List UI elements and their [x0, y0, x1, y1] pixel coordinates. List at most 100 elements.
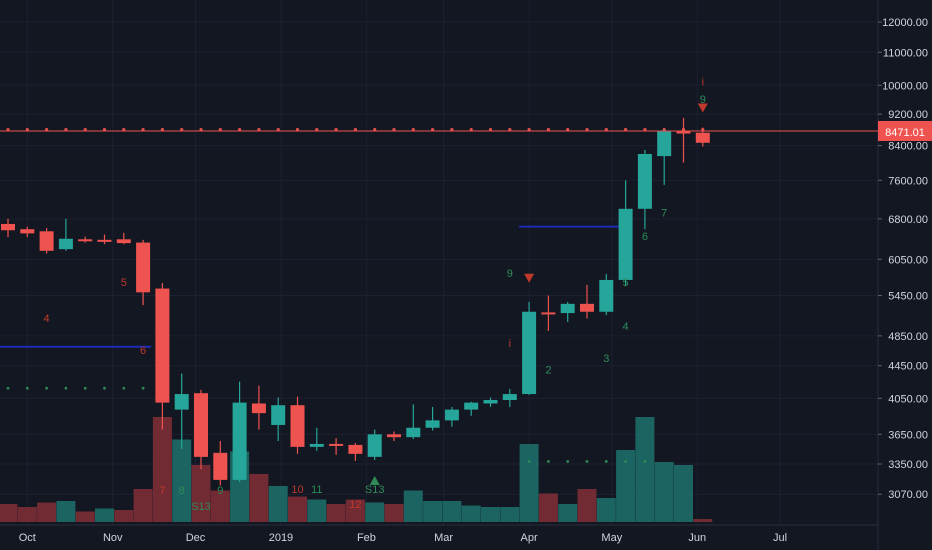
- x-tick-label: Jul: [773, 532, 787, 544]
- sequence-label: 11: [311, 484, 322, 496]
- y-tick-label: 4450.00: [888, 361, 928, 373]
- support-dot: [83, 386, 87, 390]
- resistance-dot: [160, 127, 164, 132]
- volume-bar: [75, 511, 95, 522]
- volume-bar: [461, 505, 481, 522]
- candle-body-up: [522, 311, 537, 395]
- volume-layer: [0, 417, 713, 522]
- last-price-badge: [878, 121, 932, 141]
- resistance-dot: [141, 127, 145, 132]
- volume-bar: [210, 490, 230, 522]
- sequence-label: 5: [623, 277, 629, 289]
- volume-bar: [0, 504, 18, 522]
- resistance-dot: [295, 127, 300, 132]
- x-tick-label: Nov: [103, 532, 123, 544]
- support-dot: [527, 460, 531, 463]
- candle-body-down: [329, 443, 344, 446]
- resistance-dot: [353, 127, 357, 132]
- resistance-dot: [315, 127, 319, 132]
- volume-bar: [133, 489, 153, 522]
- volume-bar: [693, 519, 713, 522]
- volume-bar: [616, 450, 636, 522]
- volume-bar: [307, 499, 327, 522]
- volume-bar: [384, 504, 404, 522]
- x-tick-label: Feb: [357, 532, 376, 544]
- sequence-label: 9: [700, 94, 706, 106]
- sequence-label: 7: [159, 485, 165, 497]
- resistance-dot: [6, 127, 10, 132]
- sequence-label: 5: [121, 277, 127, 289]
- x-tick-label: Mar: [434, 532, 453, 544]
- resistance-dot: [508, 127, 512, 132]
- volume-bar: [596, 498, 616, 522]
- volume-bar: [519, 444, 539, 522]
- resistance-dot: [624, 127, 628, 132]
- candle-body-up: [271, 405, 286, 425]
- sequence-label: i: [509, 338, 511, 350]
- volume-bar: [577, 489, 597, 522]
- resistance-dot: [488, 127, 493, 132]
- y-tick-label: 9200.00: [888, 109, 928, 121]
- resistance-dot: [411, 127, 415, 132]
- volume-bar: [635, 417, 655, 522]
- volume-bar: [37, 502, 57, 522]
- volume-bar: [538, 493, 558, 522]
- y-tick-label: 6050.00: [888, 254, 928, 266]
- candle-body-down: [1, 223, 15, 231]
- candle-body-up: [483, 400, 498, 404]
- support-dot: [566, 460, 570, 463]
- volume-bar: [56, 501, 76, 522]
- volume-bar: [365, 502, 385, 522]
- resistance-dot: [334, 127, 338, 132]
- candle-body-up: [464, 402, 479, 410]
- resistance-dot: [180, 127, 184, 132]
- volume-bar: [500, 507, 520, 522]
- volume-bar: [17, 507, 37, 522]
- candle-body-down: [155, 288, 170, 403]
- down-arrow-icon: [697, 103, 708, 113]
- y-tick-label: 12000.00: [882, 17, 928, 29]
- last-price-label: 8471.01: [885, 127, 925, 139]
- support-dot: [103, 386, 106, 390]
- resistance-dot: [257, 127, 261, 132]
- resistance-dot: [450, 127, 454, 132]
- support-dot: [585, 460, 589, 463]
- y-tick-label: 4050.00: [888, 393, 928, 405]
- resistance-dot: [585, 127, 589, 132]
- volume-bar: [345, 499, 365, 522]
- resistance-dot: [199, 127, 203, 132]
- volume-bar: [95, 508, 114, 522]
- resistance-dot: [527, 127, 531, 132]
- candle-body-up: [599, 279, 614, 312]
- grid-layer: [0, 0, 878, 525]
- candle-body-down: [136, 242, 151, 293]
- x-tick-label: 2019: [269, 532, 293, 544]
- volume-bar: [654, 462, 674, 522]
- candle-body-up: [58, 238, 73, 250]
- support-dot: [141, 386, 145, 390]
- candle-body-down: [20, 229, 35, 234]
- annotation-layer: 4 5 6 7 8 S13 9 10 11 12 S13 9 i 2 3 4 5 6 7 i 9: [44, 76, 708, 513]
- sequence-label: i: [702, 76, 704, 88]
- volume-bar: [191, 465, 211, 522]
- volume-bar: [423, 501, 443, 522]
- y-tick-label: 7600.00: [888, 175, 928, 187]
- volume-bar: [326, 504, 346, 522]
- candle-body-down: [78, 239, 93, 242]
- candle-body-up: [425, 420, 440, 428]
- candle-body-down: [290, 405, 305, 447]
- volume-bar: [674, 465, 693, 522]
- volume-bar: [288, 496, 307, 522]
- x-tick-label: Oct: [19, 532, 36, 544]
- price-axis-background: [878, 0, 932, 550]
- resistance-dot: [643, 127, 647, 132]
- y-tick-label: 8400.00: [888, 141, 928, 153]
- candle-layer: [1, 117, 710, 486]
- candle-body-down: [213, 452, 228, 480]
- y-tick-label: 4850.00: [888, 331, 928, 343]
- resistance-dot: [64, 127, 68, 132]
- down-arrow-icon: [524, 273, 535, 283]
- resistance-dot: [392, 127, 396, 132]
